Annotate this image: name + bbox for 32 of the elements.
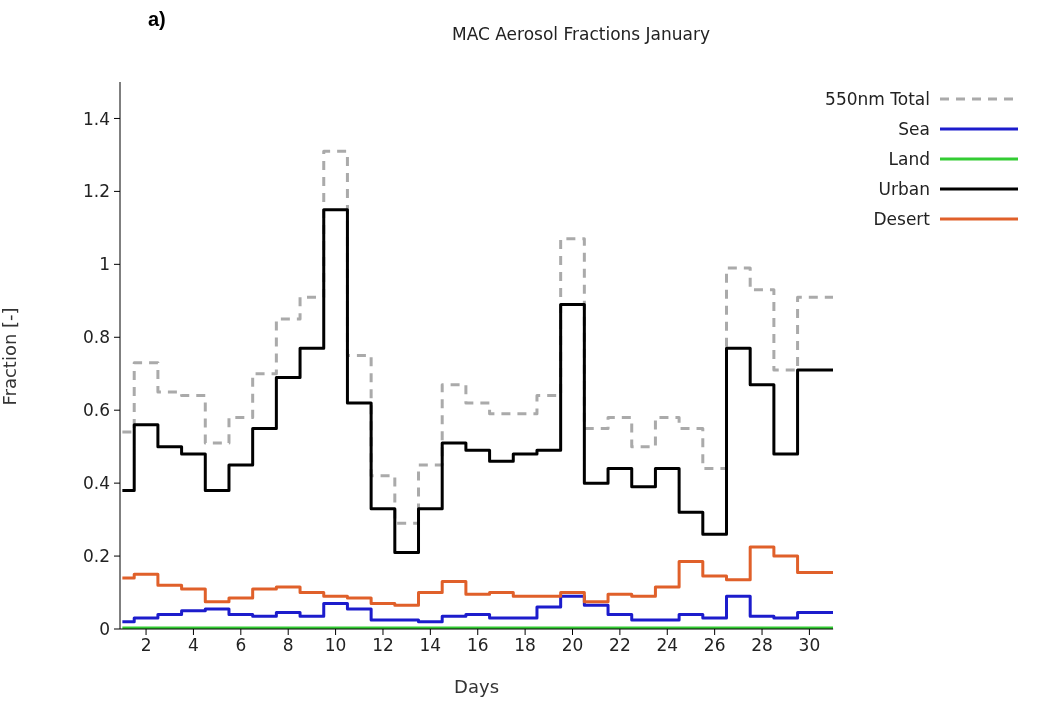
x-tick-label: 26 bbox=[703, 635, 726, 656]
text: a) bbox=[148, 8, 166, 31]
legend-label: Sea bbox=[898, 119, 930, 139]
x-axis-title: Days bbox=[454, 676, 500, 697]
y-tick-label: 0.6 bbox=[82, 400, 110, 421]
y-tick-label: 0.8 bbox=[82, 327, 110, 348]
x-tick-label: 8 bbox=[282, 635, 294, 656]
x-tick-label: 10 bbox=[324, 635, 347, 656]
y-tick-label: 0.2 bbox=[82, 546, 110, 567]
x-tick-label: 16 bbox=[466, 635, 489, 656]
y-tick-label: 1.4 bbox=[82, 108, 110, 129]
x-tick-label: 20 bbox=[561, 635, 584, 656]
y-tick-label: 0 bbox=[99, 619, 110, 640]
x-tick-label: 30 bbox=[798, 635, 821, 656]
x-tick-label: 24 bbox=[656, 635, 679, 656]
x-tick-label: 18 bbox=[514, 635, 536, 656]
y-tick-label: 0.4 bbox=[82, 473, 110, 494]
x-tick-label: 2 bbox=[140, 635, 152, 656]
legend-label: 550nm Total bbox=[825, 89, 930, 109]
legend-label: Desert bbox=[873, 209, 930, 229]
x-tick-label: 22 bbox=[609, 635, 631, 656]
x-tick-label: 4 bbox=[188, 635, 199, 656]
y-tick-label: 1.2 bbox=[82, 181, 110, 202]
y-axis-title: Fraction [-] bbox=[0, 307, 21, 406]
x-tick-label: 28 bbox=[751, 635, 773, 656]
x-tick-label: 12 bbox=[372, 635, 394, 656]
x-tick-label: 14 bbox=[419, 635, 442, 656]
chart-title: MAC Aerosol Fractions January bbox=[451, 24, 711, 44]
legend-label: Land bbox=[888, 149, 930, 169]
legend-label: Urban bbox=[878, 179, 930, 199]
x-tick-label: 6 bbox=[235, 635, 247, 656]
y-tick-label: 1 bbox=[99, 254, 110, 275]
